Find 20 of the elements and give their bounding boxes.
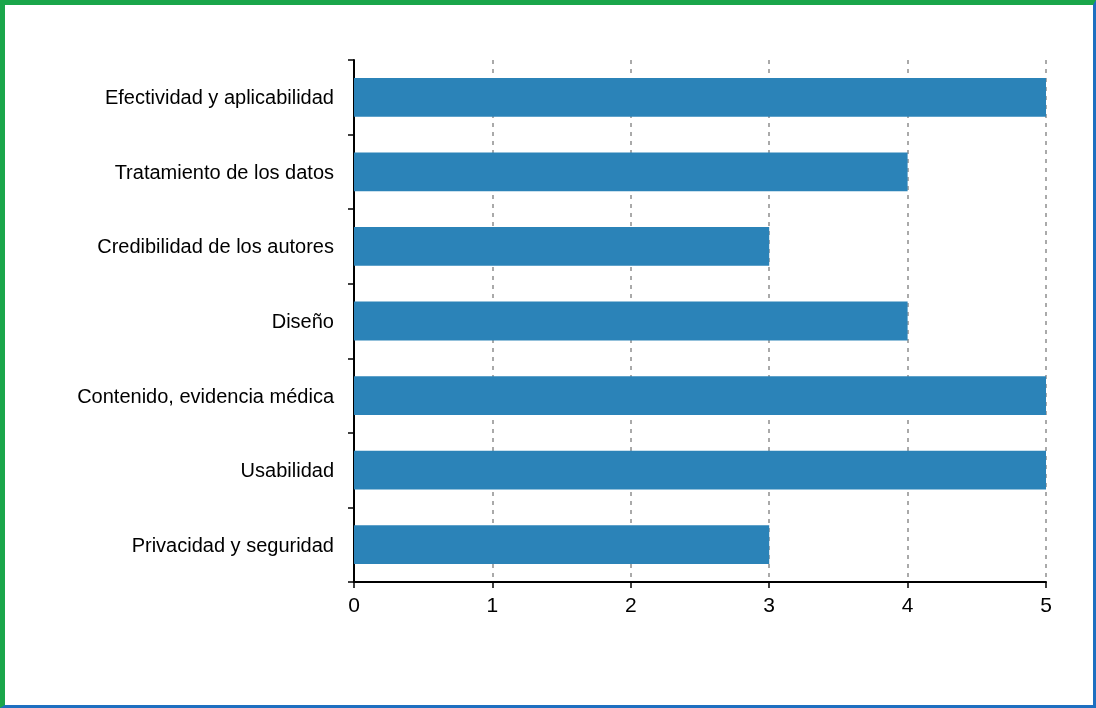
y-tick-label: Diseño bbox=[271, 310, 334, 332]
x-tick-label: 2 bbox=[624, 593, 637, 616]
bar bbox=[354, 77, 1046, 117]
y-tick-label: Efectividad y aplicabilidad bbox=[104, 86, 334, 109]
y-tick-label: Usabilidad bbox=[240, 459, 334, 482]
bar bbox=[354, 450, 1046, 490]
bar bbox=[354, 525, 770, 565]
x-tick-label: 3 bbox=[763, 593, 776, 616]
bar bbox=[354, 227, 770, 266]
x-tick-label: 0 bbox=[348, 593, 360, 616]
x-tick-label: 1 bbox=[486, 593, 499, 616]
bar bbox=[354, 301, 908, 341]
y-tick-label: Tratamiento de los datos bbox=[114, 160, 334, 183]
y-tick-label: Credibilidad de los autores bbox=[97, 235, 334, 258]
bar bbox=[354, 376, 1046, 415]
x-tick-label: 5 bbox=[1040, 593, 1052, 616]
y-tick-label: Privacidad y seguridad bbox=[131, 533, 334, 556]
bar bbox=[354, 152, 908, 192]
y-tick-label: Contenido, evidencia médica bbox=[77, 384, 335, 407]
x-tick-label: 4 bbox=[901, 593, 914, 616]
